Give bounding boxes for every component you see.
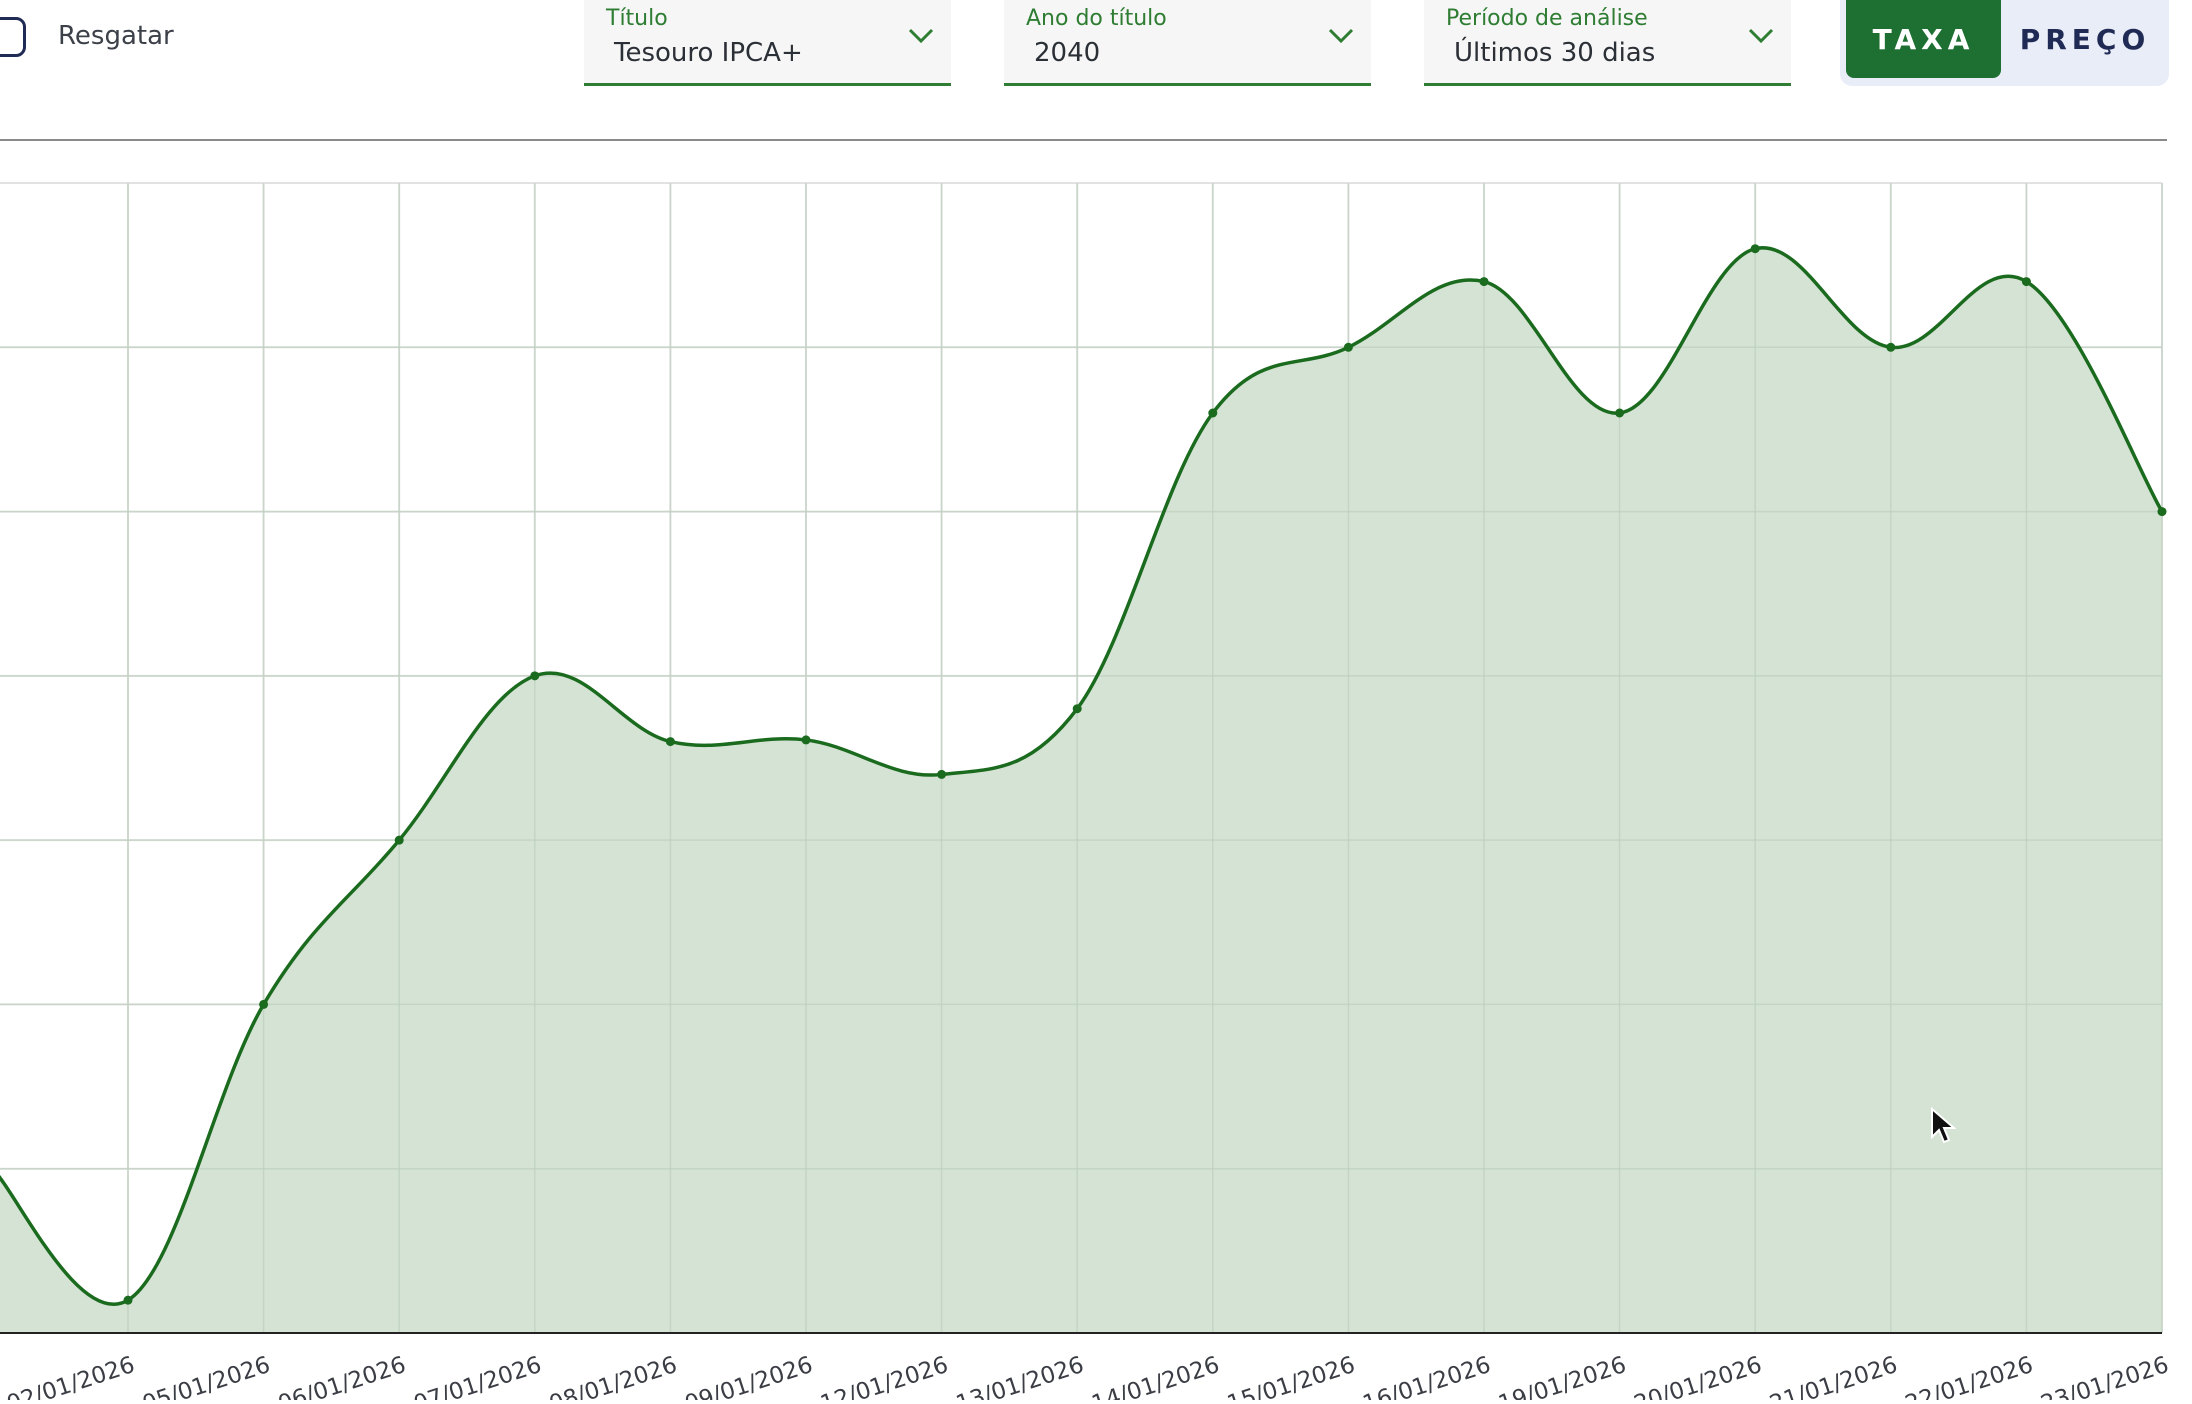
x-tick-label: 13/01/2026 bbox=[953, 1352, 1087, 1400]
chevron-down-icon[interactable] bbox=[1327, 26, 1355, 46]
x-tick-label: 12/01/2026 bbox=[817, 1352, 951, 1400]
chevron-down-icon[interactable] bbox=[907, 26, 935, 46]
mouse-cursor-icon bbox=[1931, 1107, 1956, 1144]
data-point bbox=[2021, 277, 2031, 287]
x-tick-label: 20/01/2026 bbox=[1631, 1352, 1765, 1400]
data-point bbox=[665, 737, 675, 747]
data-point bbox=[1343, 342, 1353, 352]
chevron-down-icon[interactable] bbox=[1747, 26, 1775, 46]
x-tick-label: 14/01/2026 bbox=[1089, 1352, 1223, 1400]
resgatar-label: Resgatar bbox=[58, 21, 174, 51]
data-point bbox=[1208, 408, 1218, 418]
data-point bbox=[801, 735, 811, 745]
area-fill bbox=[0, 247, 2162, 1333]
data-point bbox=[1072, 704, 1082, 714]
rate-area-chart: 02/01/2026 05/01/2026 06/01/2026 07/01/2026… bbox=[0, 182, 2172, 1400]
ano-titulo-value: 2040 bbox=[1034, 38, 1101, 68]
data-point bbox=[530, 671, 540, 681]
data-point bbox=[2157, 507, 2167, 517]
data-point bbox=[123, 1295, 133, 1305]
x-tick-label: 07/01/2026 bbox=[411, 1352, 545, 1400]
resgatar-checkbox[interactable] bbox=[0, 17, 26, 57]
titulo-label: Título bbox=[606, 6, 668, 31]
data-point bbox=[937, 769, 947, 779]
data-point bbox=[259, 999, 269, 1009]
x-tick-label: 16/01/2026 bbox=[1360, 1352, 1494, 1400]
periodo-analise-value: Últimos 30 dias bbox=[1454, 38, 1656, 68]
x-tick-label: 08/01/2026 bbox=[546, 1352, 680, 1400]
taxa-toggle-button[interactable]: TAXA bbox=[1846, 0, 2001, 78]
x-tick-label: 21/01/2026 bbox=[1767, 1352, 1901, 1400]
titulo-dropdown[interactable]: Título Tesouro IPCA+ bbox=[584, 0, 951, 86]
ano-titulo-dropdown[interactable]: Ano do título 2040 bbox=[1004, 0, 1371, 86]
x-tick-label: 06/01/2026 bbox=[275, 1352, 409, 1400]
x-tick-label: 02/01/2026 bbox=[4, 1352, 138, 1400]
data-point bbox=[1615, 408, 1625, 418]
x-tick-label: 15/01/2026 bbox=[1224, 1352, 1358, 1400]
data-point bbox=[394, 835, 404, 845]
ano-titulo-label: Ano do título bbox=[1026, 6, 1167, 31]
x-tick-label: 19/01/2026 bbox=[1495, 1352, 1629, 1400]
data-point bbox=[1750, 244, 1760, 254]
data-point bbox=[1479, 277, 1489, 287]
titulo-value: Tesouro IPCA+ bbox=[614, 38, 803, 68]
x-tick-label: 22/01/2026 bbox=[1902, 1352, 2036, 1400]
x-tick-label: 23/01/2026 bbox=[2038, 1352, 2172, 1400]
divider bbox=[0, 139, 2167, 141]
periodo-analise-dropdown[interactable]: Período de análise Últimos 30 dias bbox=[1424, 0, 1791, 86]
taxa-preco-toggle: TAXA PREÇO bbox=[1840, 0, 2169, 86]
periodo-analise-label: Período de análise bbox=[1446, 6, 1648, 31]
preco-toggle-button[interactable]: PREÇO bbox=[2019, 22, 2151, 56]
data-point bbox=[1886, 342, 1896, 352]
x-tick-label: 09/01/2026 bbox=[682, 1352, 816, 1400]
series-line bbox=[0, 246, 2164, 1306]
x-tick-label: 05/01/2026 bbox=[139, 1352, 273, 1400]
